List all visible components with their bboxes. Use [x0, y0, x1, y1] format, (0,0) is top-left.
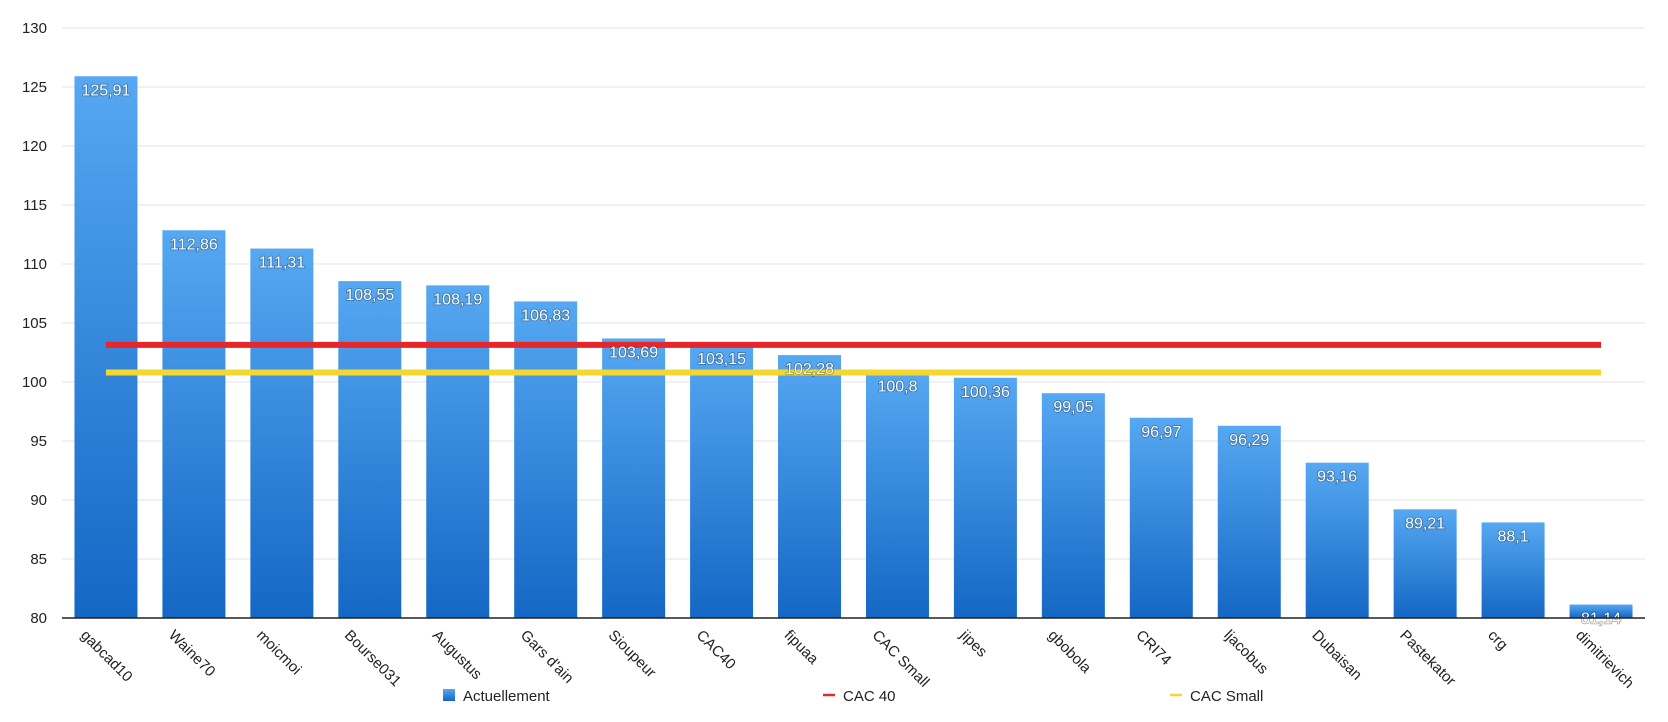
bar-data-label: 100,8 [877, 379, 917, 396]
bar [162, 230, 226, 618]
bar [514, 301, 578, 618]
x-tick-label: dimitrievich [1572, 627, 1637, 692]
y-tick-label: 125 [22, 79, 47, 96]
y-tick-label: 110 [23, 256, 47, 273]
x-tick-label: Gars d'ain [517, 627, 577, 687]
x-tick-label: CAC40 [693, 627, 739, 673]
bar [602, 338, 666, 618]
bar [1569, 604, 1633, 618]
bar-data-label: 111,31 [259, 255, 306, 272]
x-tick-label: gabcad10 [77, 627, 136, 686]
bar-data-label: 112,86 [170, 236, 218, 253]
x-tick-label: crg [1484, 627, 1511, 654]
x-tick-label: jipes [956, 626, 991, 661]
bar-data-label: 93,16 [1317, 469, 1357, 486]
bar-data-label: 96,29 [1229, 432, 1269, 449]
y-tick-label: 120 [22, 138, 47, 155]
x-tick-label: Waine70 [165, 627, 218, 680]
x-tick-label: Dubaisan [1308, 627, 1365, 684]
bar-data-label: 103,15 [697, 351, 746, 368]
y-tick-label: 90 [30, 492, 47, 509]
bar [953, 377, 1017, 618]
legend: Actuellement CAC 40 CAC Small [443, 688, 1263, 705]
legend-label: CAC 40 [843, 688, 896, 705]
reference-lines [105, 341, 1602, 376]
legend-label: Actuellement [463, 688, 551, 705]
x-tick-label: CAC Small [869, 627, 933, 691]
gridlines [62, 27, 1645, 560]
bar-data-label: 125,91 [82, 82, 131, 99]
bar [250, 248, 314, 619]
bar-data-label: 103,69 [609, 344, 658, 361]
x-tick-label: Bourse031 [341, 627, 404, 690]
bar-data-label: 99,05 [1053, 399, 1093, 416]
bar-data-label: 100,36 [961, 384, 1010, 401]
y-tick-label: 105 [22, 315, 47, 332]
bar [690, 344, 754, 618]
x-tick-label: ljacobus [1220, 627, 1271, 678]
bar-data-label: 89,21 [1405, 515, 1445, 532]
bar-data-label: 96,97 [1141, 424, 1181, 441]
x-tick-label: Sioupeur [605, 627, 659, 681]
bar [338, 281, 402, 618]
legend-label: CAC Small [1190, 688, 1263, 705]
bar [1217, 425, 1281, 618]
bar-data-label: 108,19 [433, 291, 482, 308]
bar-data-label: 108,55 [345, 287, 394, 304]
bar [865, 372, 929, 618]
y-tick-label: 95 [30, 433, 47, 450]
y-tick-label: 130 [22, 20, 47, 37]
bar-data-label: 102,28 [785, 361, 834, 378]
y-tick-label: 85 [30, 551, 47, 568]
x-tick-label: Augustus [429, 627, 485, 683]
bar-data-label: 106,83 [521, 307, 570, 324]
y-tick-label: 80 [30, 610, 47, 627]
bar [1129, 417, 1193, 618]
bar [1305, 462, 1369, 618]
x-tick-label: Pastekator [1396, 627, 1459, 690]
y-tick-label: 100 [22, 374, 47, 391]
bar-data-label: 81,14 [1581, 611, 1621, 628]
bar [426, 285, 490, 618]
x-tick-label: fipuaa [781, 627, 822, 668]
x-tick-label: moicmoi [253, 627, 305, 679]
x-axis-labels: gabcad10 Waine70 moicmoi Bourse031 Augustus G… [77, 626, 1637, 692]
y-axis-ticks: 80 85 90 95 100 105 110 115 120 125 130 [22, 20, 47, 627]
bar [778, 355, 842, 618]
bar [1393, 509, 1457, 618]
data-labels: 125,91 112,86 111,31 108,55 108,19 106,83 103,… [81, 82, 1622, 629]
bar-data-label: 88,1 [1498, 528, 1529, 545]
bar [1041, 393, 1105, 618]
x-tick-label: gbobola [1045, 627, 1095, 677]
bar [1481, 522, 1545, 618]
x-tick-label: CRI74 [1132, 627, 1174, 669]
legend-swatch [443, 689, 455, 701]
y-tick-label: 115 [23, 197, 47, 214]
